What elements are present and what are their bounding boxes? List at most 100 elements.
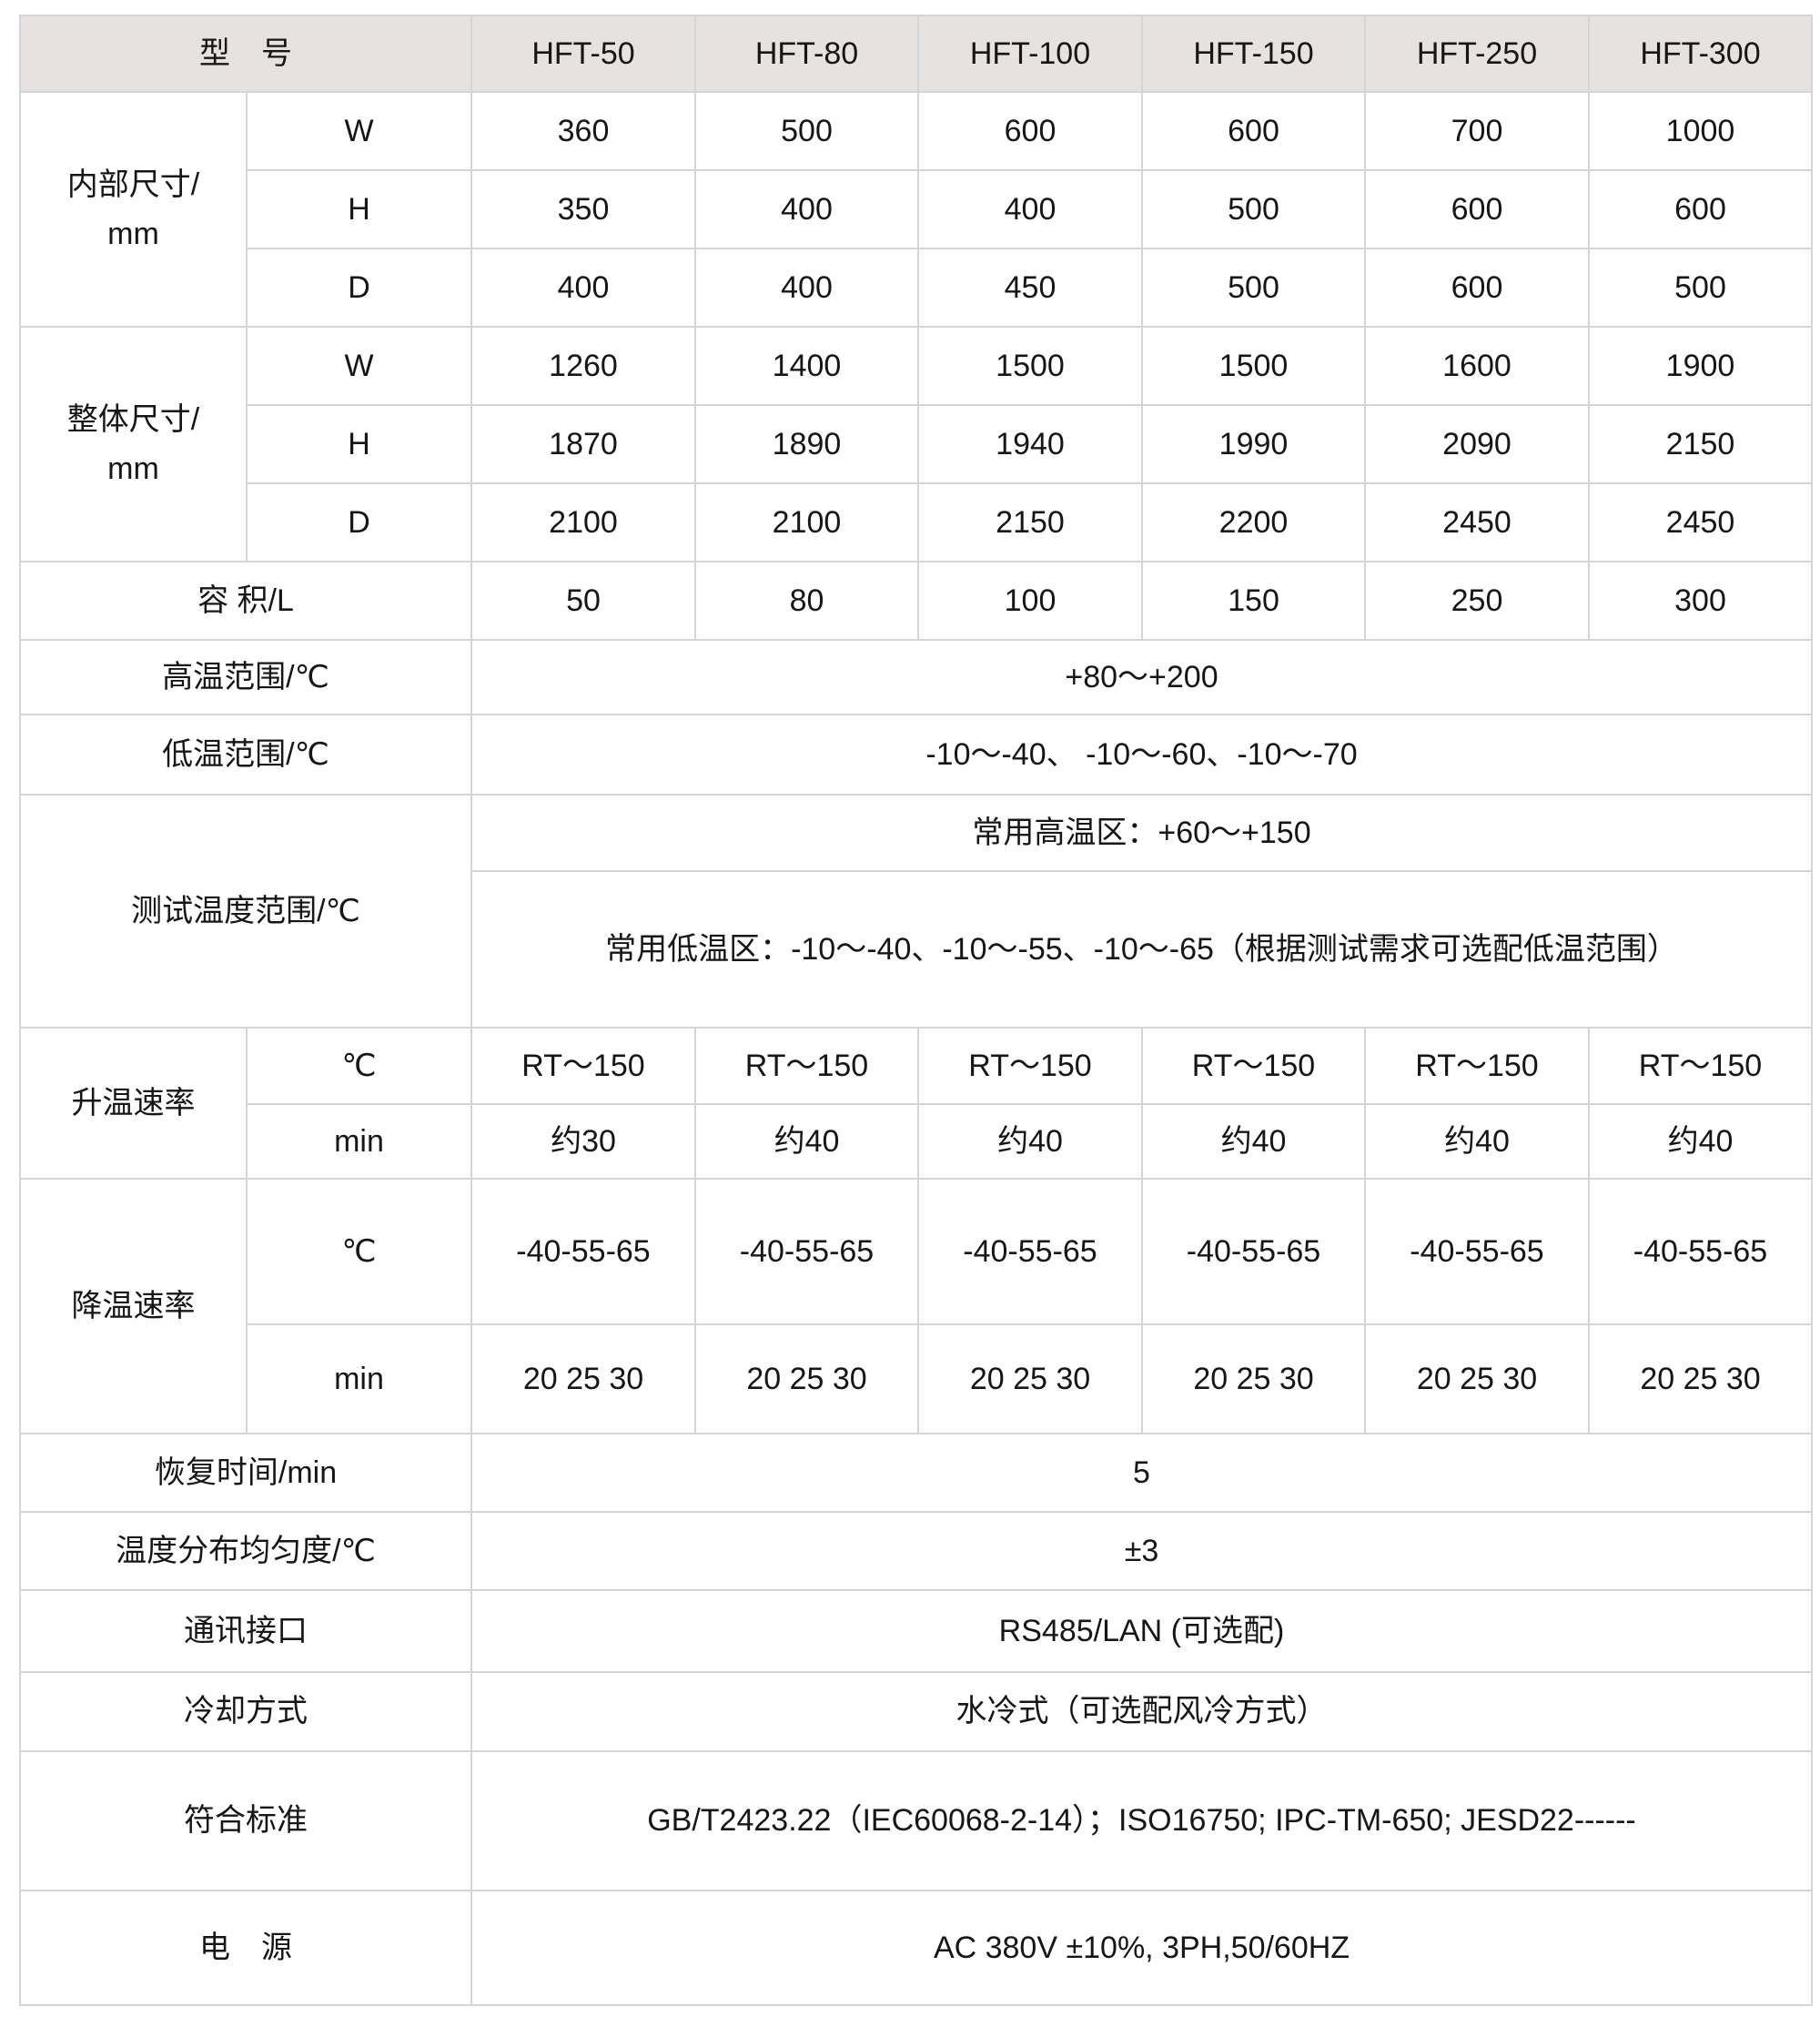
column-header: HFT-100 (917, 15, 1143, 93)
spec-value: 400 (917, 169, 1143, 249)
table-row: 降温速率 ℃ -40-55-65 -40-55-65 -40-55-65 -40-55-6… (19, 1178, 1813, 1434)
spec-value: 2090 (1364, 404, 1590, 484)
spec-value: 300 (1588, 561, 1813, 641)
spec-value: 1900 (1588, 326, 1813, 406)
row-label: 符合标准 (19, 1750, 472, 1891)
spec-value: -40-55-65 (1141, 1178, 1366, 1325)
spec-value: 20 25 30 (1141, 1323, 1366, 1434)
row-label: 电 源 (19, 1890, 472, 2006)
spec-value: -40-55-65 (694, 1178, 919, 1325)
row-label: 容 积/L (19, 561, 472, 641)
spec-value: 5 (470, 1433, 1813, 1513)
spec-value: 1500 (1141, 326, 1366, 406)
spec-value: 500 (1141, 169, 1366, 249)
row-label: 恢复时间/min (19, 1433, 472, 1513)
spec-value: RS485/LAN (可选配) (470, 1589, 1813, 1673)
spec-table-body: 型 号 HFT-50 HFT-80 HFT-100 HFT-150 HFT-250 HFT-… (19, 15, 1813, 2006)
table-row: 升温速率 ℃ RT～150 RT～150 RT～150 RT～150 RT～150 RT～15… (19, 1027, 1813, 1180)
table-row: D 400 400 450 500 600 500 (20, 248, 1813, 328)
row-label: 冷却方式 (19, 1671, 472, 1752)
row-label: 高温范围/℃ (19, 639, 472, 715)
spec-value: 1000 (1588, 91, 1813, 171)
row-label: 内部尺寸/ mm (19, 91, 248, 328)
row-label: 降温速率 (19, 1178, 248, 1434)
spec-value: -10～-40、 -10～-60、-10～-70 (470, 714, 1813, 796)
row-label: 整体尺寸/ mm (19, 326, 248, 563)
row-label: ℃ (246, 1178, 472, 1325)
spec-value: 100 (917, 561, 1143, 641)
column-header: HFT-80 (694, 15, 919, 93)
row-label: 温度分布均匀度/℃ (19, 1511, 472, 1591)
spec-value: 400 (694, 248, 919, 328)
row-label: min (246, 1323, 472, 1434)
spec-value: -40-55-65 (1588, 1178, 1813, 1325)
row-label: H (246, 169, 472, 249)
spec-value: 2100 (694, 482, 919, 563)
spec-value: RT～150 (1588, 1027, 1813, 1105)
spec-value: 水冷式（可选配风冷方式） (470, 1671, 1813, 1752)
row-label: 测试温度范围/℃ (19, 794, 472, 1029)
table-row: H 350 400 400 500 600 600 (20, 169, 1813, 249)
spec-value: 20 25 30 (1364, 1323, 1590, 1434)
table-row: 高温范围/℃ +80～+200 (19, 639, 1813, 715)
row-label: 通讯接口 (19, 1589, 472, 1673)
spec-value: 1870 (470, 404, 696, 484)
table-row: D 2100 2100 2150 2200 2450 2450 (20, 482, 1813, 563)
spec-value: 150 (1141, 561, 1366, 641)
spec-value: 250 (1364, 561, 1590, 641)
spec-value: 80 (694, 561, 919, 641)
table-row: 容 积/L 50 80 100 150 250 300 (19, 561, 1813, 641)
table-row: 恢复时间/min 5 (19, 1433, 1813, 1513)
spec-table: 型 号 HFT-50 HFT-80 HFT-100 HFT-150 HFT-250 HFT-… (19, 15, 1813, 2006)
spec-value: 600 (1588, 169, 1813, 249)
spec-value: RT～150 (917, 1027, 1143, 1105)
spec-value: 50 (470, 561, 696, 641)
spec-value: 2100 (470, 482, 696, 563)
table-row: 整体尺寸/ mm W 1260 1400 1500 1500 1600 1900 (19, 326, 1813, 563)
spec-value: 2450 (1364, 482, 1590, 563)
spec-value: -40-55-65 (1364, 1178, 1590, 1325)
spec-value: -40-55-65 (917, 1178, 1143, 1325)
column-header: HFT-50 (470, 15, 696, 93)
row-label: min (246, 1103, 472, 1180)
row-label: W (246, 91, 472, 171)
spec-value: RT～150 (1364, 1027, 1590, 1105)
spec-value: 600 (1141, 91, 1366, 171)
spec-value: 1940 (917, 404, 1143, 484)
row-label: 升温速率 (19, 1027, 248, 1180)
spec-value: 2200 (1141, 482, 1366, 563)
spec-value: 20 25 30 (1588, 1323, 1813, 1434)
spec-value: ±3 (470, 1511, 1813, 1591)
table-row: 低温范围/℃ -10～-40、 -10～-60、-10～-70 (19, 714, 1813, 796)
spec-value: 约30 (470, 1103, 696, 1180)
spec-value: 20 25 30 (694, 1323, 919, 1434)
spec-value: 20 25 30 (470, 1323, 696, 1434)
spec-value: 常用高温区：+60～+150 (470, 794, 1813, 872)
models-header-label: 型 号 (19, 15, 472, 93)
spec-value: 350 (470, 169, 696, 249)
spec-value: 500 (694, 91, 919, 171)
spec-value: 1890 (694, 404, 919, 484)
spec-value: GB/T2423.22（IEC60068-2-14）；ISO16750; IPC… (470, 1750, 1813, 1891)
spec-value: 1260 (470, 326, 696, 406)
table-row: 测试温度范围/℃ 常用高温区：+60～+150 (19, 794, 1813, 1029)
spec-value: 1990 (1141, 404, 1366, 484)
spec-value: RT～150 (1141, 1027, 1366, 1105)
spec-value: 约40 (694, 1103, 919, 1180)
table-row: 符合标准 GB/T2423.22（IEC60068-2-14）；ISO16750;… (19, 1750, 1813, 1891)
spec-value: 360 (470, 91, 696, 171)
row-label: D (246, 482, 472, 563)
spec-value: 常用低温区：-10～-40、-10～-55、-10～-65（根据测试需求可选配低… (470, 870, 1813, 1029)
spec-value: RT～150 (694, 1027, 919, 1105)
spec-value: 2150 (917, 482, 1143, 563)
table-row: min 20 25 30 20 25 30 20 25 30 20 25 30 20 25… (20, 1323, 1813, 1434)
spec-value: 500 (1588, 248, 1813, 328)
table-row: H 1870 1890 1940 1990 2090 2150 (20, 404, 1813, 484)
row-label: D (246, 248, 472, 328)
table-row: min 约30 约40 约40 约40 约40 约40 (20, 1103, 1813, 1180)
spec-value: 500 (1141, 248, 1366, 328)
table-row: 温度分布均匀度/℃ ±3 (19, 1511, 1813, 1591)
table-row: 内部尺寸/ mm W 360 500 600 600 700 1000 (19, 91, 1813, 328)
spec-value: 20 25 30 (917, 1323, 1143, 1434)
spec-value: 700 (1364, 91, 1590, 171)
